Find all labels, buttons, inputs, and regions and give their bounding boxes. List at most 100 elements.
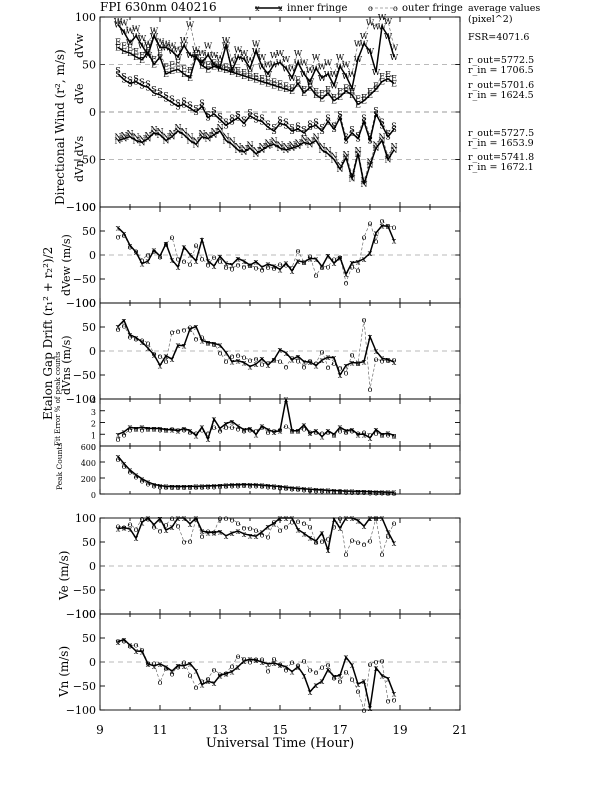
marker-dVn-inner: N [325,150,332,159]
marker-dVw-inner: W [282,64,291,73]
marker-inner: x [362,358,367,367]
marker-dVn-inner: N [175,127,182,136]
marker-inner: x [140,647,145,656]
marker-outer: o [200,333,205,342]
marker-dVw-inner: W [354,55,363,64]
marker-outer: o [374,489,379,498]
marker-dVw-outer: W [186,21,195,30]
marker-outer: o [380,550,385,559]
marker-dVs-inner: S [229,118,234,127]
x-tick-label: 11 [152,723,167,737]
marker-outer: o [260,360,265,369]
marker-dVs-outer: S [283,118,288,127]
y-tick-label: 0 [89,656,96,669]
marker-dVn-outer: N [331,152,338,161]
marker-dVs-outer: S [229,114,234,123]
y-tick-label: 0 [89,345,96,358]
marker-dVn-outer: N [325,146,332,155]
marker-outer: o [368,660,373,669]
marker-dVw-outer: W [174,45,183,54]
marker-outer: o [362,233,367,242]
marker-inner: x [140,338,145,347]
marker-inner: x [392,539,397,548]
marker-dVn-outer: N [337,161,344,170]
marker-dVn-inner: N [253,150,260,159]
legend-outer-label: outer fringe [402,3,463,14]
marker-dVs-inner: S [127,80,132,89]
marker-outer: o [380,357,385,366]
marker-inner: x [248,424,253,433]
side-n-rout: r_out=5741.8 [468,152,534,163]
marker-outer: o [392,223,397,232]
marker-outer: o [140,256,145,265]
series-dVs-outer-line [117,69,395,138]
marker-dVw-outer: W [378,13,387,22]
marker-dVn-inner: N [235,146,242,155]
marker-outer: o [284,362,289,371]
marker-outer: o [254,482,259,491]
marker-inner: x [284,663,289,672]
marker-outer: o [350,427,355,436]
marker-outer: o [152,523,157,532]
marker-outer: o [170,514,175,523]
marker-inner: x [380,222,385,231]
marker-outer: o [356,266,361,275]
marker-dVs-inner: S [175,102,180,111]
marker-dVe-inner: E [325,89,331,98]
marker-inner: x [182,424,187,433]
marker-inner: x [344,653,349,662]
marker-dVe-inner: E [223,66,229,75]
marker-dVe-outer: E [253,72,259,81]
marker-inner: x [344,514,349,523]
y-tick-label: 600 [81,443,96,452]
marker-inner: x [332,430,337,439]
marker-inner: x [350,359,355,368]
marker-dVn-outer: N [181,127,188,136]
x-tick-label: 13 [212,723,227,737]
series-dVs-inner: SS S S S SS S S S S S S SSS SSS S SSS S SS SS SS S SS SSSSSSS… [115,70,396,146]
marker-dVw-inner: W [378,23,387,32]
marker-inner: x [140,260,145,269]
marker-inner: x [332,486,337,495]
marker-dVw-inner: W [168,47,177,56]
marker-outer: o [320,663,325,672]
series-dVn-inner: N N N N N NN NN NN NN NN N N NN NN N NN N N N N N N N N N NN NNNNN… [115,127,398,189]
marker-dVe-outer: E [325,85,331,94]
marker-dVn-outer: N [379,133,386,142]
marker-dVe-outer: E [139,51,145,60]
marker-dVe-inner: E [277,83,283,92]
marker-dVs-inner: S [367,137,372,146]
marker-dVw-inner: W [156,43,165,52]
marker-dVs-outer: S [325,114,330,123]
marker-inner: x [338,524,343,533]
marker-dVw-outer: W [282,55,291,64]
marker-inner: x [236,422,241,431]
marker-inner: x [164,426,169,435]
marker-inner: x [176,514,181,523]
marker-outer: o [164,483,169,492]
series-dVw-outer: WWWWWWWWWWWWWWWWWWWWWWWWWWWWWWWWWWWWWWWW… [114,13,399,79]
marker-inner: x [350,514,355,523]
marker-dVw-outer: W [150,26,159,35]
marker-outer: o [224,514,229,523]
marker-inner: x [158,514,163,523]
marker-dVn-inner: N [277,144,284,153]
marker-dVw-outer: W [252,40,261,49]
marker-dVs-inner: S [313,121,318,130]
marker-inner: x [158,252,163,261]
marker-dVs-inner: S [253,116,258,125]
marker-dVe-inner: E [205,65,211,74]
marker-dVn-inner: N [139,138,146,147]
marker-inner: x [116,452,121,461]
marker-dVe-inner: E [307,83,313,92]
marker-inner: x [260,422,265,431]
marker-outer: o [332,359,337,368]
marker-inner: x [380,430,385,439]
marker-dVs-inner: S [355,135,360,144]
marker-dVs-inner: S [217,116,222,125]
marker-outer: o [200,677,205,686]
marker-dVs-inner: S [301,129,306,138]
marker-outer: o [236,652,241,661]
marker-inner: x [146,514,151,523]
